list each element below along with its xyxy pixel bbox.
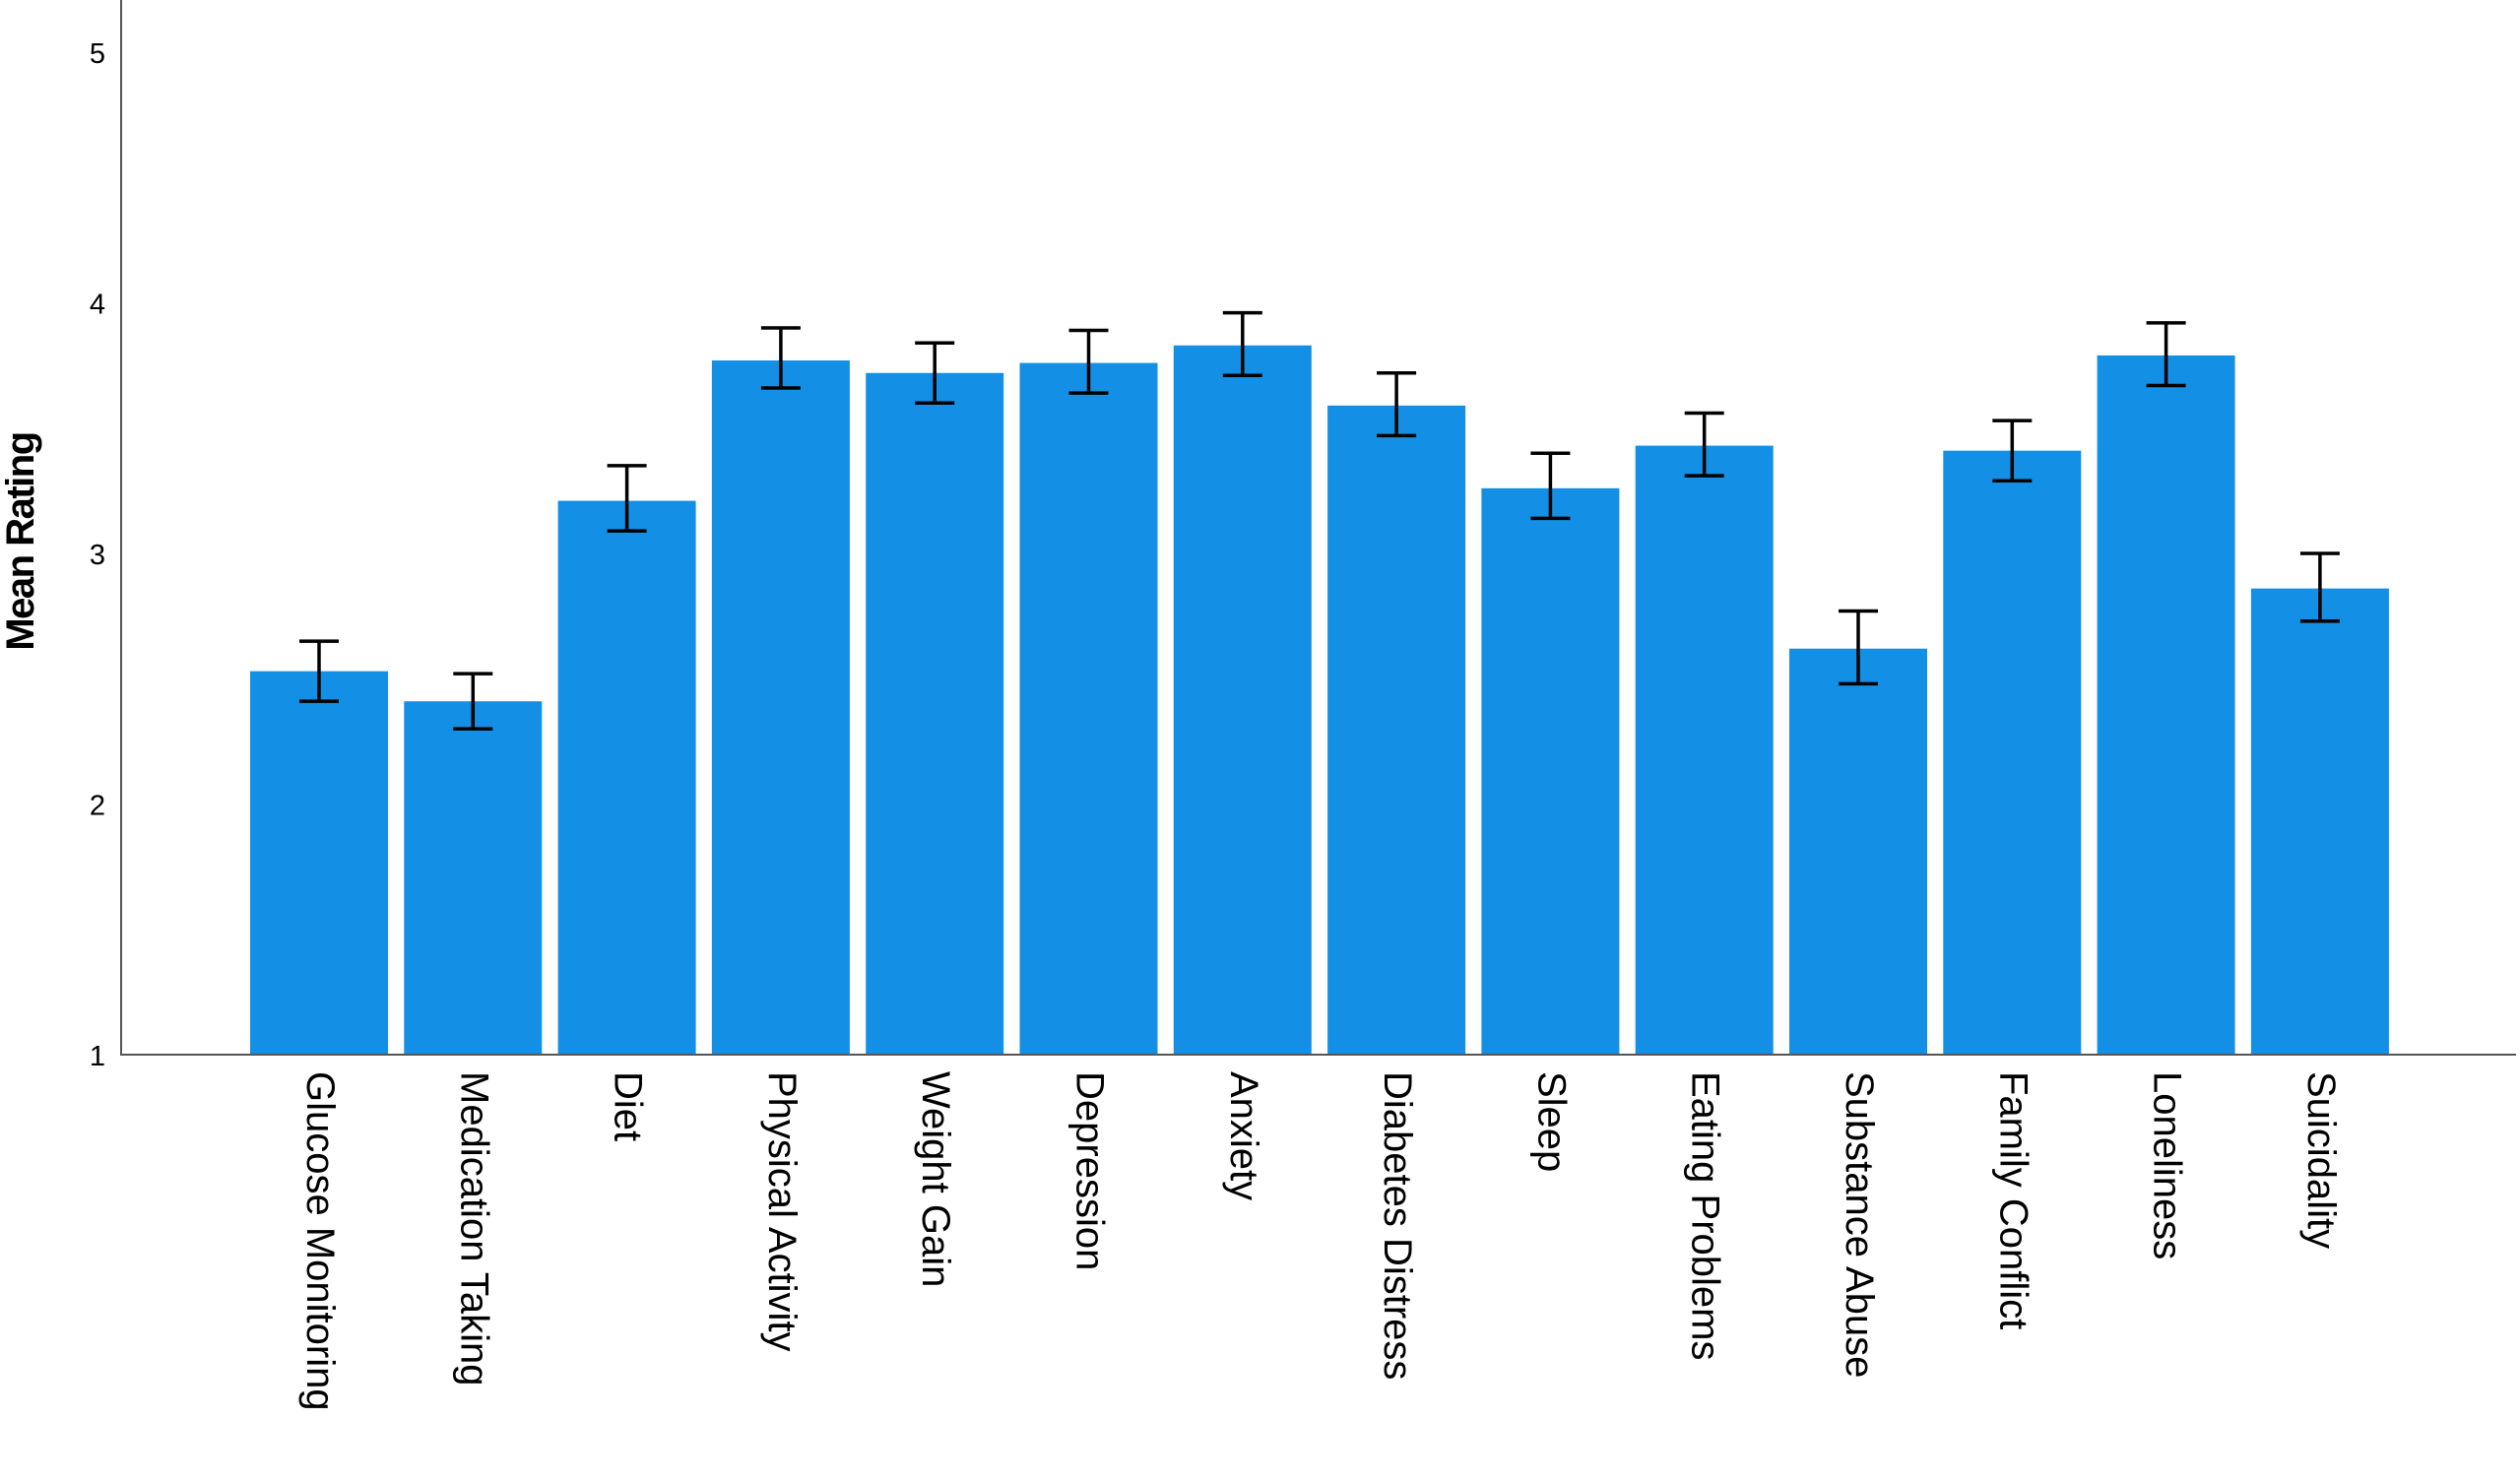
- x-tick-label: Medication Taking: [452, 1071, 495, 1386]
- y-tick-label: 5: [90, 38, 105, 70]
- error-bar: [1839, 609, 1878, 686]
- error-bar: [1222, 310, 1262, 378]
- x-tick-label: Anxiety: [1222, 1071, 1265, 1200]
- bar: [1481, 487, 1620, 1056]
- bar: [2097, 355, 2235, 1055]
- x-tick-label: Glucose Monitoring: [298, 1071, 342, 1411]
- x-tick-label: Physical Activity: [760, 1071, 804, 1352]
- error-bar: [299, 639, 339, 703]
- bar: [404, 701, 543, 1055]
- bar: [1789, 648, 1927, 1055]
- x-tick-label: Weight Gain: [914, 1071, 957, 1287]
- x-tick-label: Sleep: [1529, 1071, 1573, 1172]
- y-tick-label: 2: [90, 791, 105, 822]
- x-tick-label: Substance Abuse: [1838, 1071, 1881, 1378]
- x-tick-label: Depression: [1068, 1071, 1112, 1270]
- x-tick-label: Family Conflict: [1991, 1071, 2035, 1329]
- error-bar: [1068, 328, 1109, 395]
- error-bar: [607, 464, 647, 533]
- error-bar: [1377, 371, 1417, 438]
- error-bar: [1684, 411, 1724, 478]
- bar: [866, 372, 1004, 1055]
- bar: [557, 500, 696, 1055]
- error-bar: [1530, 451, 1571, 521]
- bar: [1635, 445, 1774, 1055]
- error-bar: [2299, 551, 2340, 623]
- bar: [1327, 405, 1466, 1056]
- bars-layer: [250, 345, 2389, 1056]
- y-tick-labels: 1 2 3 4 5: [90, 38, 105, 1072]
- x-tick-label: Diet: [607, 1071, 650, 1141]
- x-tick-label: Eating Problems: [1684, 1071, 1727, 1360]
- y-tick-label: 1: [90, 1041, 105, 1072]
- x-tick-label: Diabetes Distress: [1376, 1071, 1419, 1380]
- y-tick-label: 4: [90, 290, 105, 321]
- y-tick-label: 3: [90, 540, 105, 571]
- bar: [1019, 362, 1158, 1056]
- bar: [2250, 588, 2389, 1055]
- error-bar: [915, 341, 955, 406]
- x-tick-labels: Glucose Monitoring Medication Taking Diet P…: [298, 1071, 2343, 1411]
- bar: [1173, 345, 1312, 1055]
- bar: [711, 360, 850, 1055]
- error-bar: [2146, 321, 2186, 388]
- x-tick-label: Loneliness: [2146, 1071, 2189, 1259]
- x-tick-label: Suicidality: [2299, 1071, 2343, 1249]
- error-bar: [760, 326, 801, 390]
- error-bars-layer: [299, 310, 2340, 731]
- y-axis-title: Mean Rating: [0, 432, 42, 650]
- bar: [1943, 450, 2082, 1055]
- bar: [250, 671, 388, 1055]
- error-bar: [1992, 419, 2033, 483]
- error-bar: [453, 672, 493, 731]
